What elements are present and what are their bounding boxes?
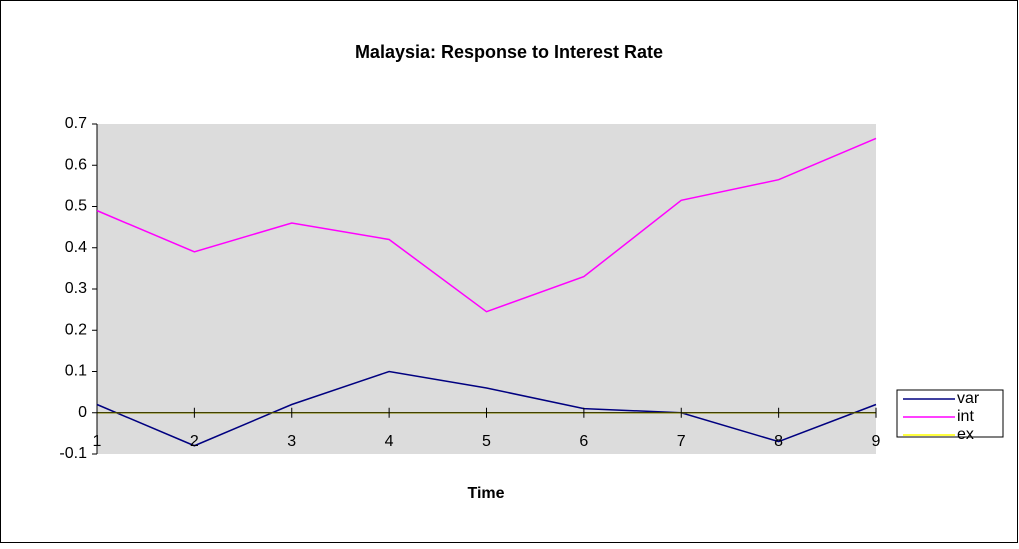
- x-tick-label: 5: [482, 433, 491, 450]
- line-series: [96, 370, 877, 447]
- legend-label: var: [957, 390, 980, 407]
- y-tick-label: 0.5: [65, 198, 87, 215]
- line-series: [96, 137, 877, 313]
- x-axis-title: Time: [467, 485, 504, 502]
- x-tick-label: 1: [93, 433, 102, 450]
- legend-label: ex: [957, 426, 974, 443]
- y-tick-label: -0.1: [59, 445, 87, 462]
- x-tick-label: 3: [287, 433, 296, 450]
- y-tick-label: 0.1: [65, 363, 87, 380]
- x-tick-label: 4: [385, 433, 394, 450]
- y-tick-label: 0.7: [65, 115, 87, 132]
- y-tick-label: 0.2: [65, 321, 87, 338]
- x-tick-label: 6: [579, 433, 588, 450]
- legend-label: int: [957, 408, 974, 425]
- y-tick-label: 0: [78, 404, 87, 421]
- x-tick-label: 2: [190, 433, 199, 450]
- x-tick-label: 8: [774, 433, 783, 450]
- x-tick-label: 7: [677, 433, 686, 450]
- legend-box: [896, 389, 1004, 438]
- chart-title: Malaysia: Response to Interest Rate: [355, 42, 663, 62]
- y-tick-label: 0.3: [65, 280, 87, 297]
- x-tick-label: 9: [872, 433, 881, 450]
- y-tick-label: 0.4: [65, 239, 87, 256]
- plot-area: [97, 124, 876, 454]
- y-tick-label: 0.6: [65, 156, 87, 173]
